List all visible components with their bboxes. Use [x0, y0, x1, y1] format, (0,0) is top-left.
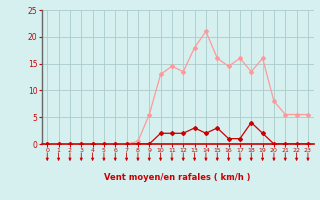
X-axis label: Vent moyen/en rafales ( km/h ): Vent moyen/en rafales ( km/h )	[104, 173, 251, 182]
